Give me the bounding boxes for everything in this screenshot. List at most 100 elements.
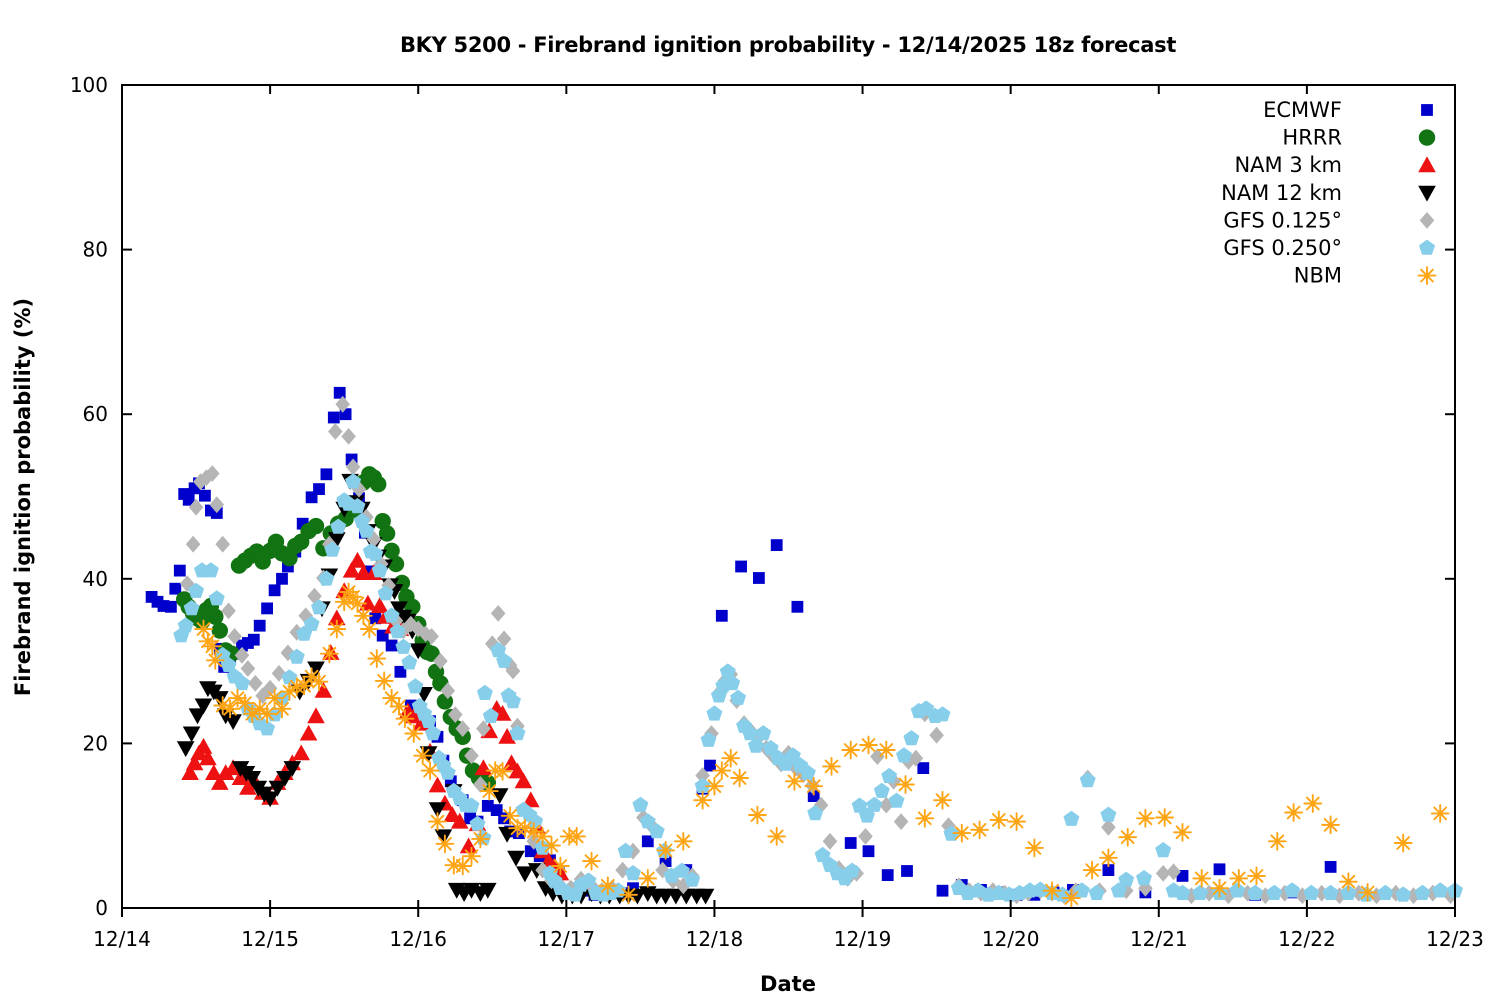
data-point: [862, 845, 875, 858]
asterisk-ray: [223, 701, 237, 716]
asterisk-ray: [398, 711, 412, 726]
asterisk-ray: [1396, 836, 1411, 850]
data-point: [281, 550, 298, 567]
data-point: [199, 489, 211, 502]
data-point: [617, 842, 634, 858]
data-point: [767, 827, 787, 846]
asterisk-ray: [464, 849, 479, 864]
asterisk-ray: [196, 622, 211, 636]
asterisk-ray: [1231, 871, 1246, 886]
asterisk-ray: [362, 622, 377, 636]
legend-label-nam-12-km: NAM 12 km: [1221, 181, 1342, 205]
data-point: [358, 522, 375, 538]
data-point: [943, 825, 960, 841]
asterisk-ray: [640, 871, 655, 886]
data-point: [1284, 882, 1301, 898]
data-point: [516, 866, 534, 883]
data-point: [464, 812, 476, 825]
y-axis-label: Firebrand ignition probability (%): [11, 298, 35, 696]
data-point: [423, 645, 440, 662]
data-point: [370, 597, 389, 613]
data-point: [213, 696, 233, 715]
data-point: [1210, 878, 1229, 898]
data-point: [182, 726, 201, 743]
data-point: [1136, 870, 1152, 886]
asterisk-ray: [732, 771, 747, 785]
data-point: [648, 823, 665, 839]
asterisk-ray: [1323, 818, 1338, 832]
data-point: [303, 615, 320, 631]
data-point: [428, 802, 447, 818]
data-point: [693, 790, 712, 810]
data-point: [194, 619, 213, 639]
data-point: [1432, 882, 1449, 898]
data-point: [1062, 888, 1081, 908]
data-point: [934, 706, 951, 722]
data-point: [220, 699, 240, 719]
data-point: [1073, 882, 1090, 898]
data-point: [165, 600, 177, 613]
data-point: [1339, 872, 1358, 892]
data-point: [1303, 794, 1323, 813]
asterisk-ray: [714, 763, 729, 778]
data-point: [1032, 881, 1049, 897]
data-point: [1229, 869, 1249, 888]
data-point: [320, 644, 339, 664]
data-point: [209, 496, 225, 514]
data-point: [941, 817, 956, 835]
asterisk-ray: [346, 590, 360, 604]
asterisk-ray: [518, 821, 532, 836]
data-point: [490, 605, 506, 622]
legend-entry-gfs-0-250: GFS 0.250°: [1223, 236, 1435, 260]
data-point: [490, 642, 507, 658]
asterisk-ray: [544, 838, 559, 853]
data-point: [1303, 884, 1320, 900]
data-point: [527, 813, 544, 829]
data-point: [253, 619, 266, 632]
data-point: [1102, 864, 1115, 876]
data-point: [288, 648, 305, 664]
data-point: [305, 491, 318, 504]
data-point: [522, 791, 540, 808]
data-point: [851, 797, 868, 813]
data-point: [1155, 842, 1172, 858]
series-nbm: [194, 582, 1450, 908]
asterisk-ray: [750, 808, 765, 822]
x-tick-label: 12/20: [982, 927, 1040, 951]
data-point: [1118, 871, 1135, 887]
data-point: [1377, 884, 1394, 900]
asterisk-ray: [215, 698, 230, 713]
data-point: [389, 697, 409, 716]
asterisk-ray: [495, 764, 510, 779]
data-point: [205, 650, 225, 670]
data-point: [1088, 884, 1105, 900]
data-point: [235, 693, 255, 713]
data-point: [1021, 882, 1038, 898]
asterisk-ray: [1120, 830, 1135, 845]
data-point: [755, 725, 772, 741]
data-point: [505, 693, 521, 709]
asterisk-ray: [230, 691, 245, 705]
data-point: [1322, 884, 1339, 900]
data-point: [369, 612, 382, 625]
data-point: [349, 498, 366, 514]
data-point: [182, 493, 195, 506]
asterisk-ray: [1194, 871, 1209, 886]
data-point: [404, 724, 424, 743]
asterisk-ray: [1286, 805, 1301, 820]
data-point: [704, 759, 716, 772]
data-point: [221, 602, 236, 620]
data-point: [318, 570, 335, 586]
data-point: [420, 761, 440, 780]
data-point: [656, 841, 675, 860]
data-point: [799, 764, 816, 780]
data-point: [215, 535, 230, 553]
data-point: [407, 678, 424, 694]
data-point: [893, 813, 909, 830]
data-point: [1430, 804, 1450, 823]
data-point: [216, 764, 235, 780]
data-point: [328, 609, 346, 626]
legend-marker-ecmwf: [1421, 104, 1433, 116]
legend-marker-gfs-0-125: [1419, 212, 1435, 229]
data-point: [1358, 883, 1377, 902]
